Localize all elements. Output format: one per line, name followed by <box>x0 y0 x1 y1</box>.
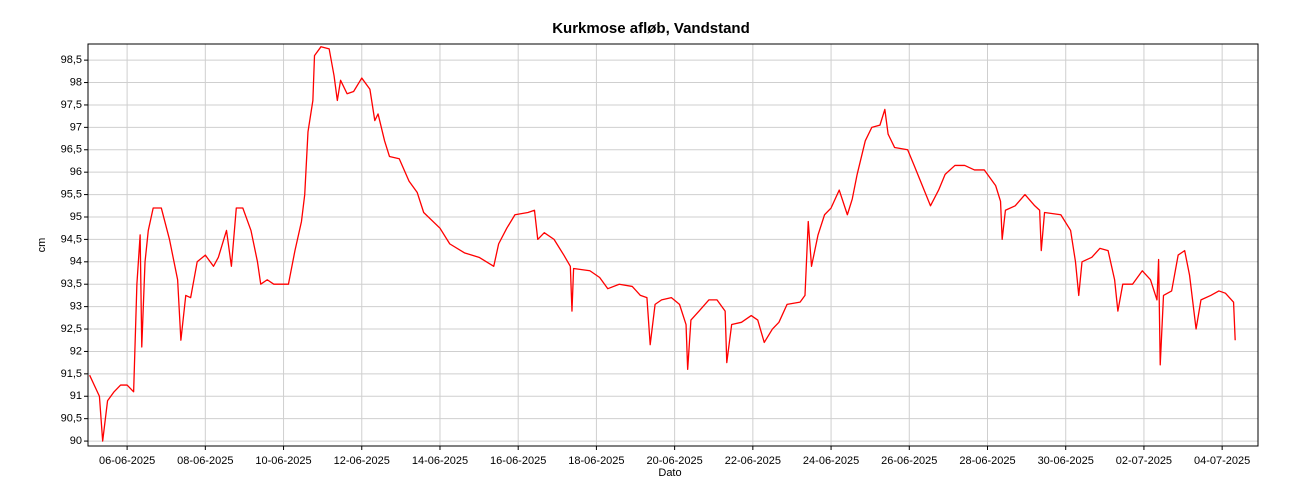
x-tick-label: 24-06-2025 <box>803 455 859 467</box>
y-tick-label: 95 <box>70 211 82 223</box>
x-tick-label: 26-06-2025 <box>881 455 937 467</box>
x-tick-label: 12-06-2025 <box>334 455 390 467</box>
y-tick-label: 97 <box>70 121 82 133</box>
x-tick-label: 28-06-2025 <box>959 455 1015 467</box>
y-axis-label: cm <box>36 238 48 253</box>
y-tick-label: 95,5 <box>61 188 82 200</box>
plot-frame <box>87 43 1259 447</box>
y-tick-label: 96,5 <box>61 144 82 156</box>
x-tick-label: 10-06-2025 <box>255 455 311 467</box>
tick-labels: 90 90,5 91 91,5 92 92,5 93 93,5 94 94,5 95 95,5 96 96… <box>61 54 1251 467</box>
y-tick-label: 90 <box>70 435 82 447</box>
y-tick-label: 92,5 <box>61 323 82 335</box>
x-tick-label: 22-06-2025 <box>725 455 781 467</box>
y-tick-label: 93,5 <box>61 278 82 290</box>
data-line <box>89 46 1236 442</box>
y-tick-label: 93 <box>70 301 82 313</box>
x-tick-label: 02-07-2025 <box>1116 455 1172 467</box>
x-tick-label: 30-06-2025 <box>1038 455 1094 467</box>
y-tick-label: 91 <box>70 390 82 402</box>
y-tick-label: 97,5 <box>61 99 82 111</box>
y-tick-label: 96 <box>70 166 82 178</box>
y-tick-label: 90,5 <box>61 413 82 425</box>
x-tick-label: 08-06-2025 <box>177 455 233 467</box>
x-tick-label: 16-06-2025 <box>490 455 546 467</box>
y-tick-label: 98 <box>70 76 82 88</box>
x-tick-label: 20-06-2025 <box>646 455 702 467</box>
y-tick-label: 94 <box>70 256 82 268</box>
y-tick-label: 94,5 <box>61 233 82 245</box>
y-tick-label: 91,5 <box>61 368 82 380</box>
x-axis-label: Dato <box>658 467 681 479</box>
plot-area <box>89 46 1236 442</box>
y-tick-label: 92 <box>70 345 82 357</box>
x-tick-label: 06-06-2025 <box>99 455 155 467</box>
x-tick-label: 14-06-2025 <box>412 455 468 467</box>
y-tick-label: 98,5 <box>61 54 82 66</box>
x-tick-label: 04-07-2025 <box>1194 455 1250 467</box>
x-tick-label: 18-06-2025 <box>568 455 624 467</box>
chart-title: Kurkmose afløb, Vandstand <box>552 20 750 37</box>
